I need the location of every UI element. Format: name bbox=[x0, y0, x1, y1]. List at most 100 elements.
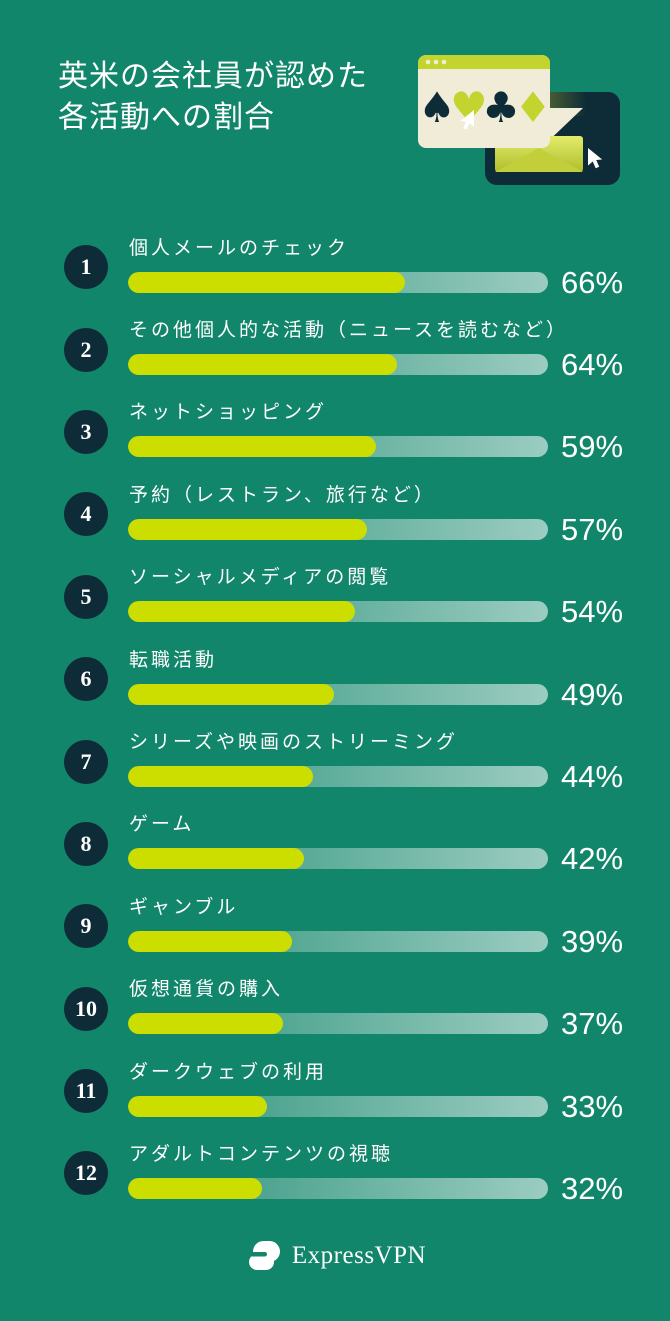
rank-badge: 9 bbox=[64, 904, 108, 949]
chart-row: 7 シリーズや映画のストリーミング 44% bbox=[64, 720, 639, 802]
bar-track bbox=[128, 930, 548, 952]
rank-number: 1 bbox=[80, 254, 92, 280]
spade-icon: ♠ bbox=[418, 83, 456, 132]
bar-line: 49% bbox=[128, 679, 639, 710]
activity-label: その他個人的な活動（ニュースを読むなど） bbox=[129, 320, 569, 342]
chart-row: 12 アダルトコンテンツの視聴 32% bbox=[64, 1132, 639, 1214]
bar-line: 66% bbox=[128, 267, 639, 298]
expressvpn-logo-icon bbox=[244, 1241, 280, 1270]
diamond-icon: ♦ bbox=[514, 83, 552, 132]
rank-number: 12 bbox=[75, 1160, 97, 1186]
activity-label: ギャンブル bbox=[129, 896, 239, 918]
percent-value: 49% bbox=[561, 676, 624, 712]
rank-badge: 8 bbox=[64, 821, 108, 866]
bar-fill bbox=[128, 1013, 284, 1035]
row-body: 転職活動 49% bbox=[128, 649, 639, 710]
rank-number: 5 bbox=[80, 583, 92, 609]
bar-track bbox=[128, 518, 548, 540]
percent-value: 66% bbox=[561, 264, 624, 300]
percent-value: 44% bbox=[561, 759, 624, 795]
bar-line: 59% bbox=[128, 431, 639, 462]
row-body: 個人メールのチェック 66% bbox=[128, 237, 639, 298]
rank-number: 2 bbox=[80, 336, 92, 362]
bar-track bbox=[128, 1013, 548, 1035]
page-title: 英米の会社員が認めた 各活動への割合 bbox=[58, 56, 368, 138]
rank-badge: 7 bbox=[64, 739, 108, 784]
bar-fill bbox=[128, 518, 368, 540]
rank-badge: 10 bbox=[64, 986, 108, 1031]
chart-row: 3 ネットショッピング 59% bbox=[64, 391, 639, 473]
window-dot-icon bbox=[433, 59, 439, 65]
bar-track bbox=[128, 354, 548, 376]
activity-label: 個人メールのチェック bbox=[129, 237, 350, 259]
footer-brand: ExpressVPN bbox=[0, 1238, 670, 1274]
page-title-line2: 各活動への割合 bbox=[58, 101, 275, 134]
bar-fill bbox=[128, 1095, 267, 1117]
window-dot-icon bbox=[425, 59, 431, 65]
bar-fill bbox=[128, 271, 406, 293]
activity-label: ゲーム bbox=[129, 814, 195, 836]
activity-label: 仮想通貨の購入 bbox=[129, 979, 284, 1001]
ranked-bar-list: 1 個人メールのチェック 66% 2 その他個人的な活動（ニュースを読むなど） … bbox=[64, 226, 639, 1215]
bar-line: 54% bbox=[128, 596, 639, 627]
row-body: アダルトコンテンツの視聴 32% bbox=[128, 1143, 639, 1204]
rank-badge: 1 bbox=[64, 245, 108, 290]
bar-fill bbox=[128, 601, 355, 623]
chart-row: 2 その他個人的な活動（ニュースを読むなど） 64% bbox=[64, 308, 639, 390]
percent-value: 54% bbox=[561, 594, 624, 630]
bar-fill bbox=[128, 766, 313, 788]
bar-line: 37% bbox=[128, 1008, 639, 1039]
chart-row: 11 ダークウェブの利用 33% bbox=[64, 1050, 639, 1132]
bar-line: 39% bbox=[128, 926, 639, 957]
percent-value: 32% bbox=[561, 1170, 624, 1206]
rank-badge: 3 bbox=[64, 409, 108, 454]
rank-number: 3 bbox=[80, 418, 92, 444]
rank-badge: 6 bbox=[64, 657, 108, 702]
bar-fill bbox=[128, 1177, 263, 1199]
window-dot-icon bbox=[441, 59, 447, 65]
rank-number: 7 bbox=[80, 748, 92, 774]
row-body: その他個人的な活動（ニュースを読むなど） 64% bbox=[128, 319, 639, 380]
bar-fill bbox=[128, 436, 376, 458]
rank-badge: 5 bbox=[64, 574, 108, 619]
bar-track bbox=[128, 1095, 548, 1117]
rank-badge: 4 bbox=[64, 492, 108, 537]
bar-track bbox=[128, 1177, 548, 1199]
header-illustration: ♠ ♥ ♣ ♦ bbox=[412, 50, 660, 190]
bar-fill bbox=[128, 683, 334, 705]
row-body: 予約（レストラン、旅行など） 57% bbox=[128, 484, 639, 545]
bar-line: 44% bbox=[128, 761, 639, 792]
row-body: ゲーム 42% bbox=[128, 813, 639, 874]
page-title-line1: 英米の会社員が認めた bbox=[58, 60, 368, 93]
bar-line: 57% bbox=[128, 514, 639, 545]
rank-number: 8 bbox=[80, 830, 92, 856]
row-body: ソーシャルメディアの閲覧 54% bbox=[128, 566, 639, 627]
chart-row: 4 予約（レストラン、旅行など） 57% bbox=[64, 473, 639, 555]
chart-row: 9 ギャンブル 39% bbox=[64, 885, 639, 967]
bar-track bbox=[128, 436, 548, 458]
bar-track bbox=[128, 683, 548, 705]
chart-row: 8 ゲーム 42% bbox=[64, 803, 639, 885]
chart-row: 1 個人メールのチェック 66% bbox=[64, 226, 639, 308]
bar-fill bbox=[128, 848, 305, 870]
rank-number: 10 bbox=[75, 995, 97, 1021]
rank-number: 9 bbox=[80, 913, 92, 939]
cursor-icon bbox=[588, 148, 603, 169]
rank-badge: 12 bbox=[64, 1151, 108, 1196]
chart-row: 10 仮想通貨の購入 37% bbox=[64, 968, 639, 1050]
row-body: ネットショッピング 59% bbox=[128, 401, 639, 462]
bar-line: 33% bbox=[128, 1091, 639, 1122]
activity-label: ソーシャルメディアの閲覧 bbox=[129, 567, 392, 589]
chart-row: 5 ソーシャルメディアの閲覧 54% bbox=[64, 556, 639, 638]
rank-number: 4 bbox=[80, 501, 92, 527]
expressvpn-wordmark: ExpressVPN bbox=[291, 1242, 427, 1269]
row-body: ダークウェブの利用 33% bbox=[128, 1061, 639, 1122]
bar-line: 64% bbox=[128, 349, 639, 380]
bar-track bbox=[128, 271, 548, 293]
row-body: 仮想通貨の購入 37% bbox=[128, 978, 639, 1039]
chart-row: 6 転職活動 49% bbox=[64, 638, 639, 720]
bar-line: 32% bbox=[128, 1173, 639, 1204]
percent-value: 33% bbox=[561, 1088, 624, 1124]
rank-number: 6 bbox=[80, 666, 92, 692]
bar-fill bbox=[128, 930, 292, 952]
